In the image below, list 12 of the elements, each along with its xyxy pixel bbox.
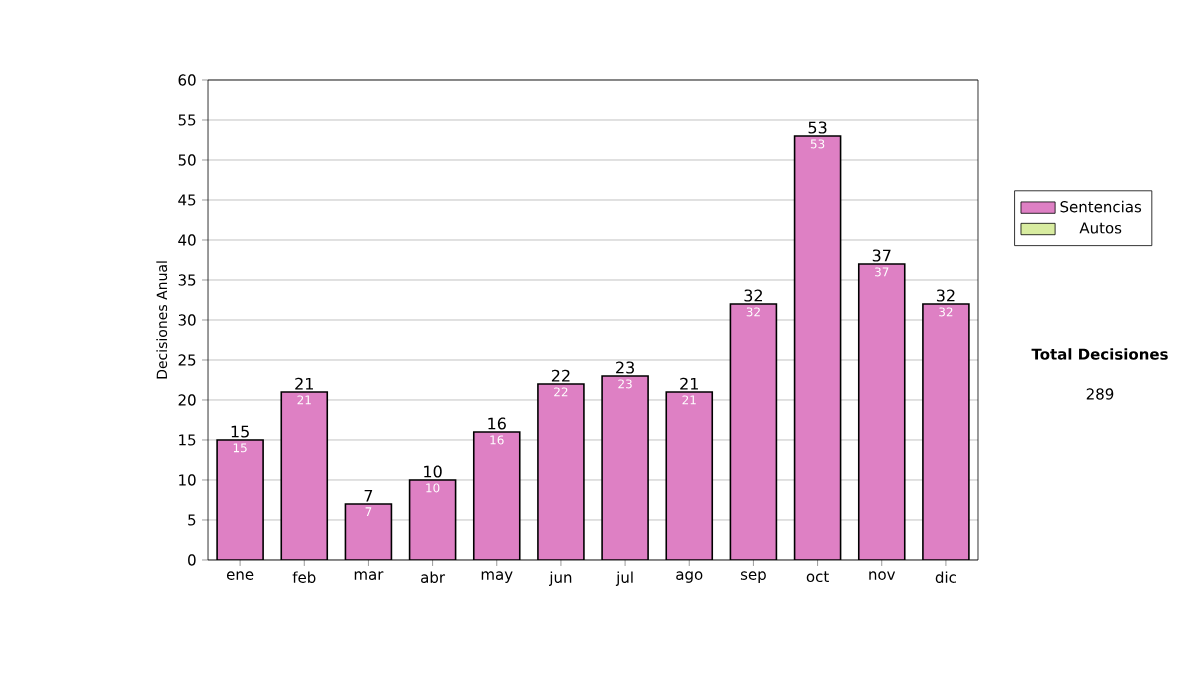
total-label: 32 bbox=[936, 289, 955, 302]
total-label: 16 bbox=[488, 417, 506, 430]
total-label: 10 bbox=[424, 465, 442, 478]
total-label: 53 bbox=[808, 121, 827, 134]
total-label: 22 bbox=[551, 369, 570, 382]
total-label: 15 bbox=[231, 425, 249, 438]
total-label: 32 bbox=[744, 289, 762, 302]
total-label: 21 bbox=[295, 377, 313, 390]
total-label: 7 bbox=[364, 489, 373, 502]
total-label: 37 bbox=[872, 249, 891, 262]
total-label: 23 bbox=[616, 361, 634, 374]
total-label: 21 bbox=[680, 377, 698, 390]
